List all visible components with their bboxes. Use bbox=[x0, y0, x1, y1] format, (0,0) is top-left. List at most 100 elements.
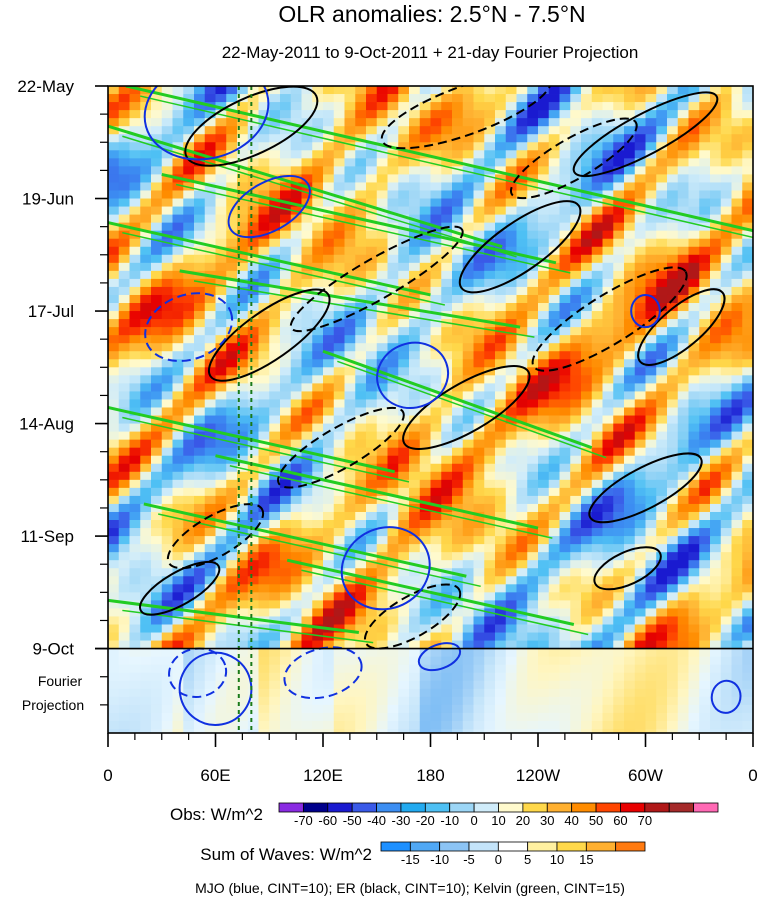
heatmap-cell bbox=[118, 286, 130, 296]
heatmap-cell bbox=[581, 166, 593, 175]
heatmap-cell bbox=[419, 359, 431, 368]
heatmap-cell bbox=[505, 303, 517, 312]
heatmap-cell bbox=[742, 126, 753, 135]
heatmap-cell bbox=[409, 294, 421, 304]
heatmap-cell bbox=[323, 696, 335, 706]
heatmap-cell bbox=[731, 206, 743, 215]
heatmap-cell bbox=[495, 600, 507, 609]
heatmap-cell bbox=[108, 343, 120, 352]
heatmap-cell bbox=[559, 584, 571, 593]
heatmap-cell bbox=[581, 536, 593, 545]
heatmap-cell bbox=[161, 110, 173, 119]
heatmap-cell bbox=[129, 536, 141, 545]
heatmap-cell bbox=[452, 126, 464, 135]
heatmap-cell bbox=[333, 166, 345, 175]
heatmap-cell bbox=[634, 182, 646, 191]
heatmap-cell bbox=[269, 688, 281, 698]
heatmap-cell bbox=[355, 118, 367, 127]
heatmap-cell bbox=[172, 688, 184, 698]
heatmap-cell bbox=[441, 206, 453, 215]
heatmap-cell bbox=[194, 134, 206, 143]
heatmap-cell bbox=[570, 278, 582, 288]
heatmap-cell bbox=[473, 704, 485, 714]
heatmap-cell bbox=[108, 455, 120, 465]
heatmap-cell bbox=[742, 447, 753, 457]
heatmap-cell bbox=[677, 335, 689, 344]
heatmap-cell bbox=[699, 439, 711, 449]
heatmap-cell bbox=[237, 704, 249, 714]
heatmap-cell bbox=[688, 375, 700, 384]
heatmap-cell bbox=[194, 94, 206, 103]
heatmap-cell bbox=[226, 399, 238, 408]
heatmap-cell bbox=[484, 206, 496, 215]
heatmap-cell bbox=[570, 511, 582, 521]
heatmap-cell bbox=[129, 190, 141, 199]
heatmap-cell bbox=[430, 286, 442, 296]
heatmap-cell bbox=[161, 351, 173, 360]
heatmap-cell bbox=[602, 568, 614, 577]
heatmap-cell bbox=[720, 222, 732, 232]
heatmap-cell bbox=[742, 423, 753, 433]
kelvin-contour bbox=[108, 598, 360, 635]
heatmap-cell bbox=[118, 447, 130, 457]
heatmap-cell bbox=[140, 536, 152, 545]
heatmap-cell bbox=[312, 166, 324, 175]
heatmap-cell bbox=[613, 463, 625, 473]
heatmap-cell bbox=[183, 608, 195, 617]
heatmap-cell bbox=[581, 262, 593, 272]
heatmap-cell bbox=[237, 471, 249, 481]
heatmap-cell bbox=[323, 439, 335, 449]
heatmap-cell bbox=[398, 648, 410, 658]
heatmap-cell bbox=[151, 158, 163, 167]
heatmap-cell bbox=[355, 343, 367, 352]
heatmap-cell bbox=[591, 720, 603, 730]
heatmap-cell bbox=[312, 262, 324, 272]
heatmap-cell bbox=[409, 327, 421, 336]
heatmap-cell bbox=[452, 270, 464, 280]
heatmap-cell bbox=[462, 431, 474, 441]
heatmap-cell bbox=[194, 286, 206, 296]
heatmap-cell bbox=[280, 455, 292, 465]
heatmap-cell bbox=[129, 383, 141, 392]
heatmap-cell bbox=[129, 126, 141, 135]
heatmap-cell bbox=[204, 536, 216, 545]
heatmap-cell bbox=[742, 327, 753, 336]
heatmap-cell bbox=[409, 206, 421, 215]
heatmap-cell bbox=[323, 126, 335, 135]
heatmap-cell bbox=[140, 343, 152, 352]
heatmap-cell bbox=[527, 415, 539, 424]
heatmap-cell bbox=[452, 640, 464, 650]
heatmap-cell bbox=[409, 696, 421, 706]
heatmap-cell bbox=[742, 190, 753, 199]
heatmap-cell bbox=[344, 238, 356, 248]
heatmap-cell bbox=[258, 600, 270, 609]
heatmap-cell bbox=[505, 528, 517, 537]
heatmap-cell bbox=[462, 110, 474, 119]
heatmap-cell bbox=[645, 407, 657, 416]
heatmap-cell bbox=[247, 680, 259, 690]
heatmap-cell bbox=[570, 455, 582, 465]
heatmap-cell bbox=[656, 560, 668, 569]
heatmap-cell bbox=[118, 640, 130, 650]
heatmap-cell bbox=[409, 134, 421, 143]
heatmap-cell bbox=[269, 286, 281, 296]
heatmap-cell bbox=[226, 656, 238, 666]
heatmap-cell bbox=[527, 246, 539, 256]
heatmap-cell bbox=[559, 455, 571, 465]
heatmap-cell bbox=[581, 343, 593, 352]
heatmap-cell bbox=[505, 471, 517, 481]
heatmap-cell bbox=[559, 487, 571, 497]
heatmap-cell bbox=[710, 134, 722, 143]
heatmap-cell bbox=[613, 102, 625, 111]
heatmap-cell bbox=[290, 335, 302, 344]
heatmap-cell bbox=[731, 158, 743, 167]
heatmap-cell bbox=[172, 343, 184, 352]
heatmap-cell bbox=[559, 351, 571, 360]
heatmap-cell bbox=[699, 206, 711, 215]
heatmap-cell bbox=[215, 632, 227, 641]
heatmap-cell bbox=[731, 463, 743, 473]
heatmap-cell bbox=[226, 632, 238, 641]
heatmap-cell bbox=[129, 632, 141, 641]
heatmap-cell bbox=[720, 664, 732, 674]
heatmap-cell bbox=[538, 214, 550, 224]
